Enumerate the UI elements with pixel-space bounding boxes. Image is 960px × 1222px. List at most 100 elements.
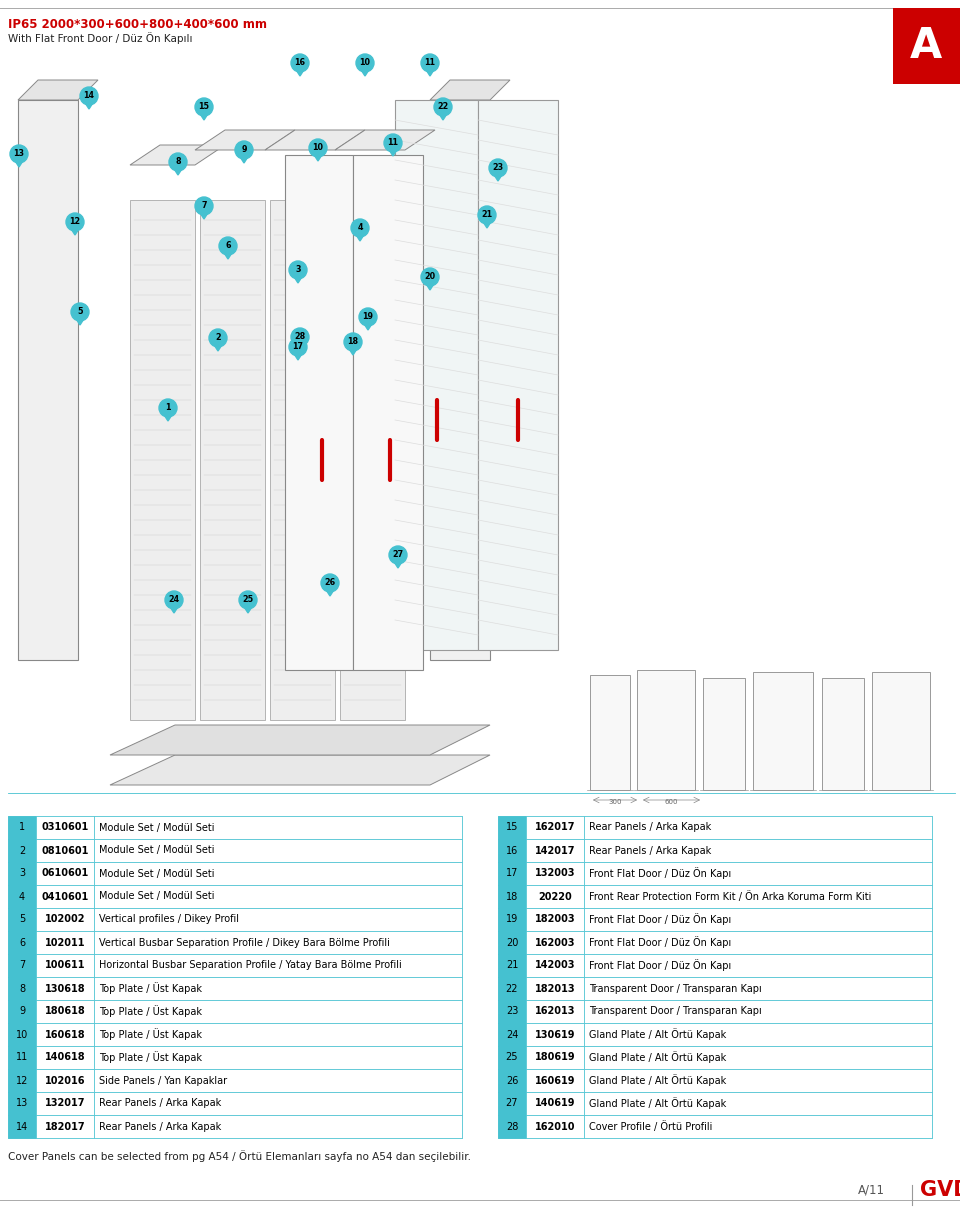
Text: 132003: 132003	[535, 869, 575, 879]
Bar	[584, 862, 932, 885]
Text: A/11: A/11	[858, 1183, 885, 1196]
Text: 11: 11	[16, 1052, 28, 1062]
Polygon shape	[200, 112, 208, 120]
Text: 140619: 140619	[535, 1099, 575, 1108]
Polygon shape	[200, 211, 208, 219]
Polygon shape	[270, 200, 335, 720]
Text: 8: 8	[19, 984, 25, 993]
Text: 15: 15	[199, 101, 209, 111]
Text: Rear Panels / Arka Kapak: Rear Panels / Arka Kapak	[589, 822, 711, 832]
Bar	[8, 1114, 36, 1138]
Text: A: A	[910, 24, 942, 67]
Text: 7: 7	[202, 200, 206, 210]
Bar	[94, 931, 462, 954]
Text: 142017: 142017	[535, 846, 575, 855]
Bar	[526, 816, 584, 840]
Circle shape	[80, 87, 98, 105]
Polygon shape	[296, 68, 304, 76]
Bar	[498, 885, 932, 908]
Text: 182017: 182017	[45, 1122, 85, 1132]
Text: 2: 2	[19, 846, 25, 855]
Bar	[526, 1000, 584, 1023]
Bar	[36, 931, 94, 954]
Text: 182003: 182003	[535, 914, 575, 925]
Bar	[526, 1046, 584, 1069]
Bar	[584, 978, 932, 1000]
Polygon shape	[425, 284, 435, 290]
Text: 10: 10	[359, 57, 371, 67]
Text: 14: 14	[16, 1122, 28, 1132]
Circle shape	[389, 546, 407, 565]
Bar	[8, 1000, 462, 1023]
Bar	[94, 908, 462, 931]
Bar	[584, 954, 932, 978]
Bar	[498, 1046, 526, 1069]
Bar	[8, 908, 36, 931]
Text: Gland Plate / Alt Örtü Kapak: Gland Plate / Alt Örtü Kapak	[589, 1074, 727, 1086]
Text: 25: 25	[506, 1052, 518, 1062]
Circle shape	[71, 303, 89, 321]
Text: 23: 23	[492, 163, 504, 172]
Bar	[8, 1023, 462, 1046]
Text: GVD: GVD	[920, 1180, 960, 1200]
Polygon shape	[353, 155, 423, 670]
Text: 25: 25	[243, 595, 253, 604]
Bar	[498, 1023, 932, 1046]
Text: 23: 23	[506, 1007, 518, 1017]
Bar	[526, 931, 584, 954]
Circle shape	[235, 141, 253, 159]
Bar	[498, 840, 526, 862]
Bar	[526, 1023, 584, 1046]
Text: 5: 5	[19, 914, 25, 925]
Text: 15: 15	[506, 822, 518, 832]
Text: 142003: 142003	[535, 960, 575, 970]
Text: Side Panels / Yan Kapaklar: Side Panels / Yan Kapaklar	[99, 1075, 228, 1085]
Text: 22: 22	[506, 984, 518, 993]
Bar	[526, 1114, 584, 1138]
Polygon shape	[294, 276, 302, 284]
Polygon shape	[348, 348, 357, 356]
Polygon shape	[285, 155, 353, 670]
Text: 182013: 182013	[535, 984, 575, 993]
Bar	[498, 978, 526, 1000]
Bar	[94, 862, 462, 885]
Text: 7: 7	[19, 960, 25, 970]
Polygon shape	[394, 561, 402, 568]
Circle shape	[291, 54, 309, 72]
Text: 600: 600	[664, 799, 678, 805]
Text: 4: 4	[19, 892, 25, 902]
Bar	[526, 840, 584, 862]
Bar	[526, 1069, 584, 1092]
Bar	[8, 816, 462, 840]
Circle shape	[10, 145, 28, 163]
Bar	[8, 931, 462, 954]
Text: 24: 24	[506, 1029, 518, 1040]
Text: Rear Panels / Arka Kapak: Rear Panels / Arka Kapak	[589, 846, 711, 855]
Circle shape	[66, 213, 84, 231]
Circle shape	[478, 207, 496, 224]
Bar	[94, 1069, 462, 1092]
Bar	[526, 885, 584, 908]
Bar	[36, 816, 94, 840]
Polygon shape	[430, 100, 490, 660]
Polygon shape	[395, 100, 478, 650]
Bar	[584, 908, 932, 931]
Text: Vertical Busbar Separation Profile / Dikey Bara Bölme Profili: Vertical Busbar Separation Profile / Dik…	[99, 937, 390, 947]
Bar	[94, 1092, 462, 1114]
Bar	[8, 816, 36, 840]
Bar	[8, 1092, 36, 1114]
Bar	[8, 1069, 462, 1092]
Text: Transparent Door / Transparan Kapı: Transparent Door / Transparan Kapı	[589, 984, 761, 993]
Polygon shape	[14, 160, 23, 167]
Circle shape	[384, 134, 402, 152]
Text: 6: 6	[19, 937, 25, 947]
Polygon shape	[84, 101, 93, 109]
Bar	[498, 1114, 526, 1138]
Text: 24: 24	[168, 595, 180, 604]
Text: 132017: 132017	[45, 1099, 85, 1108]
Polygon shape	[296, 343, 304, 349]
Polygon shape	[325, 589, 334, 596]
Text: 162003: 162003	[535, 937, 575, 947]
Circle shape	[356, 54, 374, 72]
Text: 20: 20	[506, 937, 518, 947]
